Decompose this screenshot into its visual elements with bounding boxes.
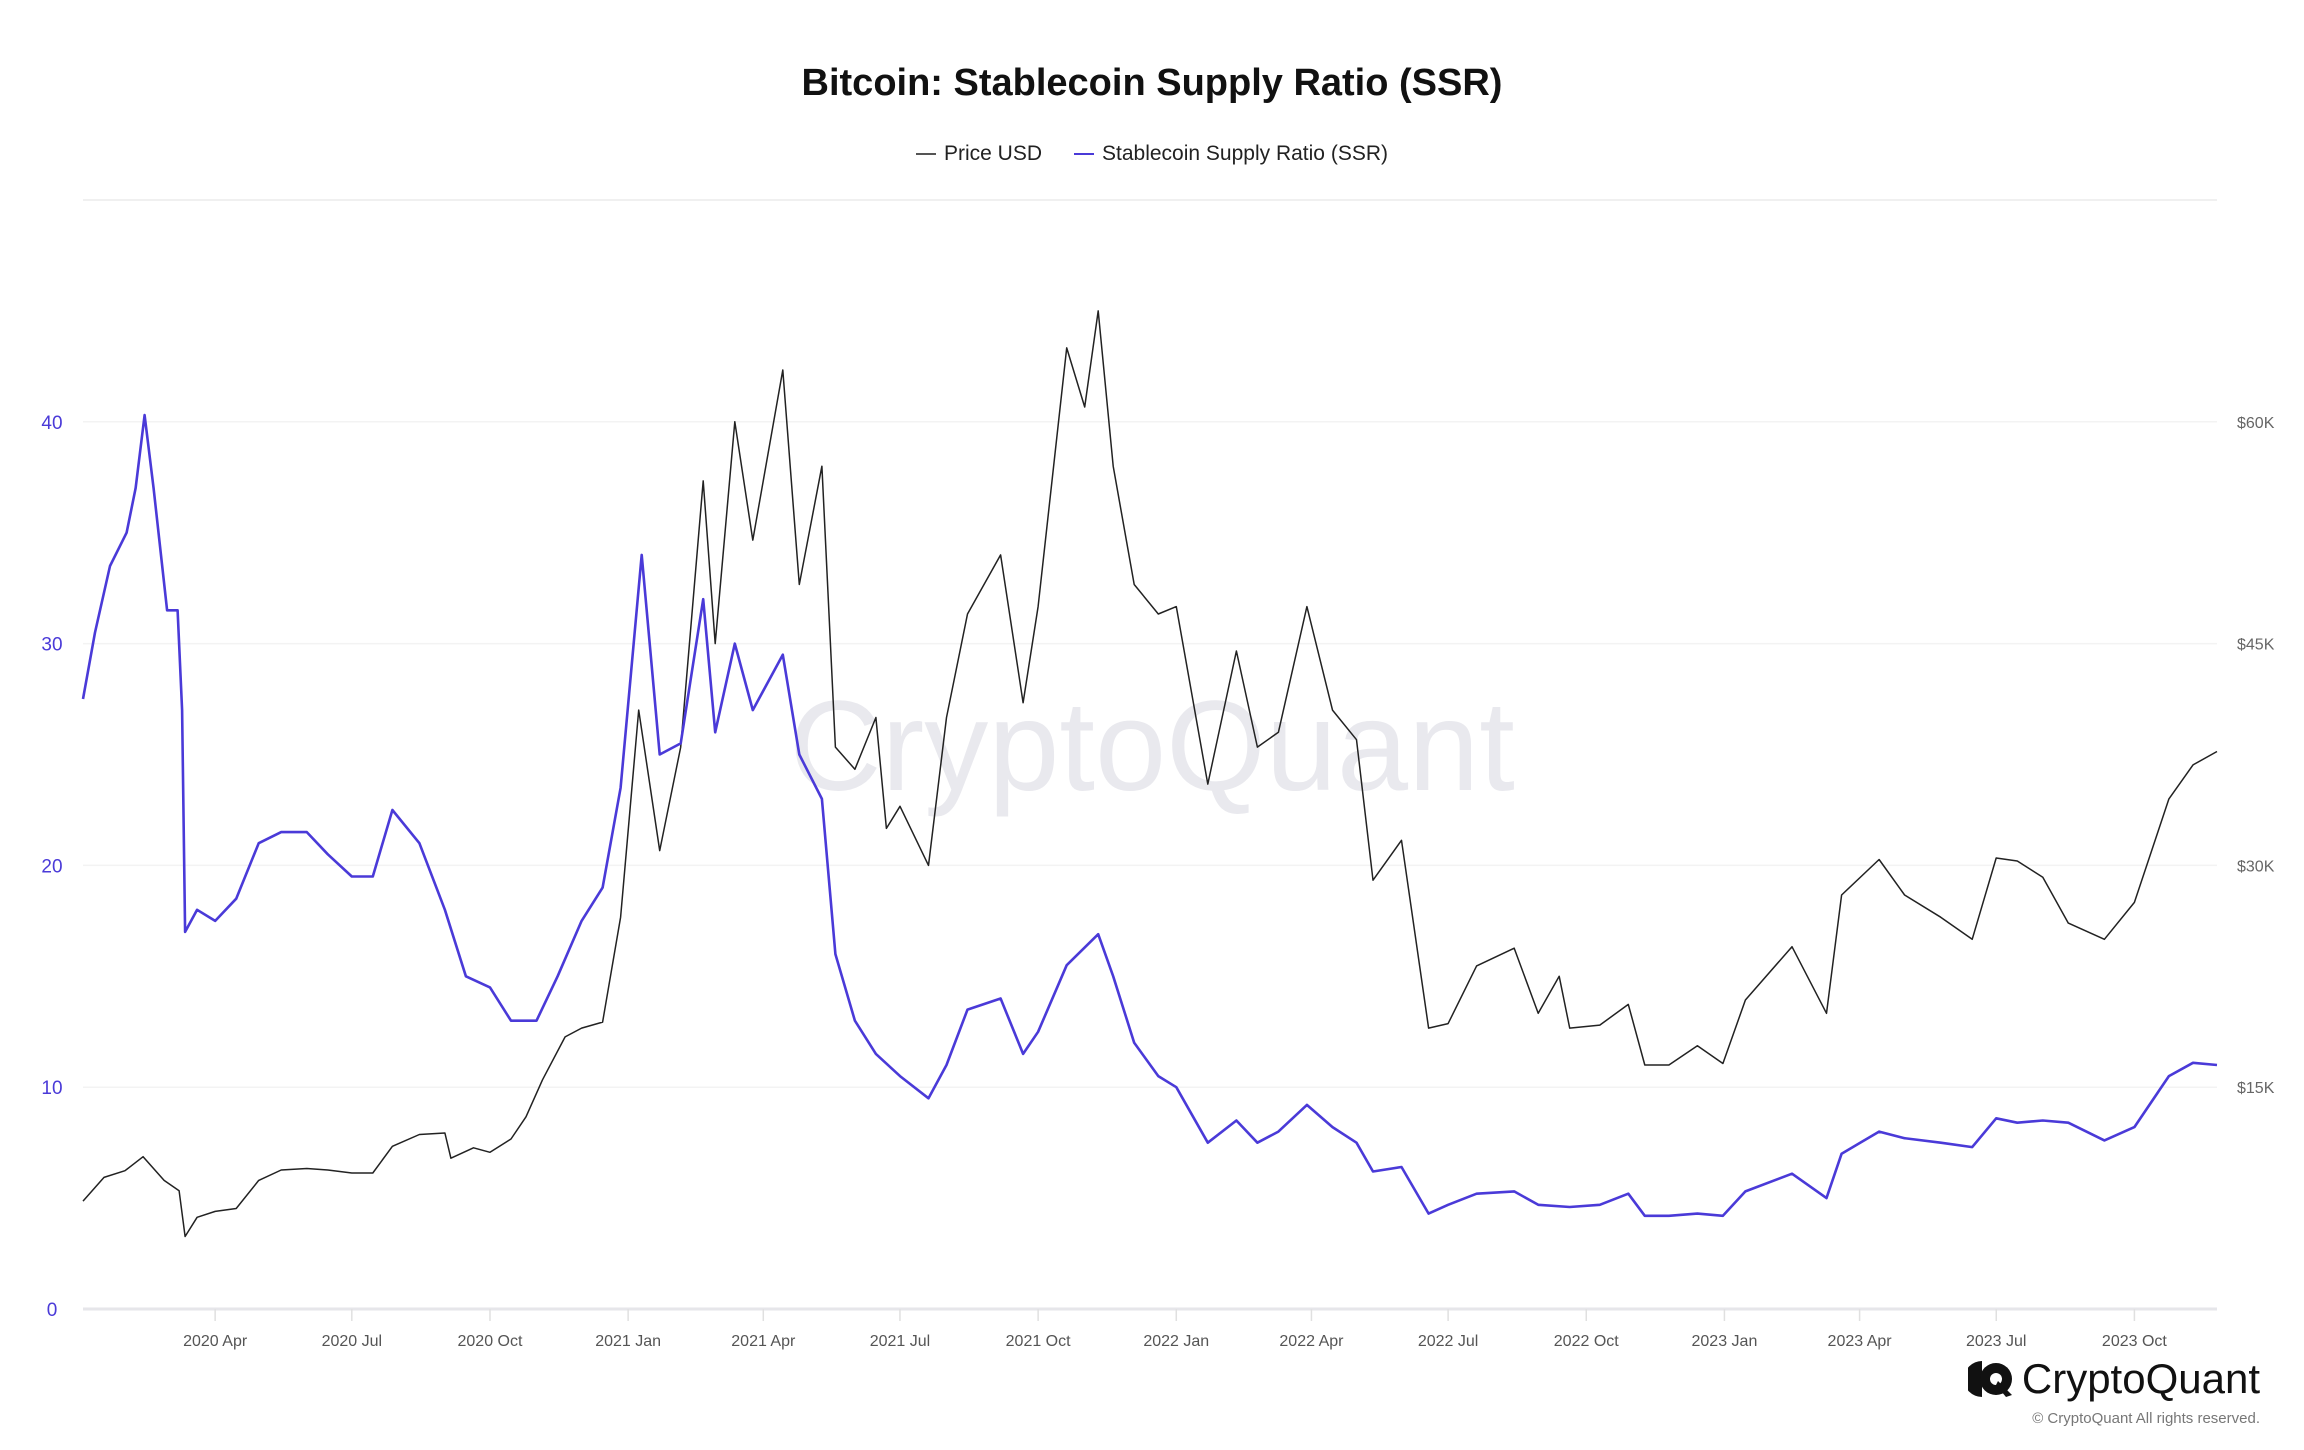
x-tick-label: 2020 Jul (322, 1333, 383, 1350)
chart-title: Bitcoin: Stablecoin Supply Ratio (SSR) (801, 62, 1503, 104)
legend-item-price[interactable]: Price USD (915, 142, 1043, 166)
ssr-line (81, 413, 2218, 1218)
brand-name: CryptoQuant (2021, 1355, 2260, 1402)
y-left-tick-label: 0 (47, 1300, 58, 1321)
y-left-tick-label: 30 (41, 635, 62, 656)
x-tick-label: 2022 Jan (1143, 1333, 1209, 1350)
y-right-tick-label: $15K (2237, 1080, 2275, 1097)
y-left-tick-label: 10 (41, 1078, 62, 1099)
y-left-tick-label: 40 (41, 413, 62, 434)
y-right-tick-label: $60K (2237, 415, 2275, 432)
legend-swatch-price (915, 153, 936, 155)
x-tick-label: 2023 Oct (2102, 1333, 2167, 1350)
brand-logo: CryptoQuant (1967, 1355, 2260, 1403)
copyright: © CryptoQuant All rights reserved. (2032, 1410, 2260, 1427)
cryptoquant-logo-icon (1967, 1361, 2012, 1397)
x-tick-label: 2020 Oct (458, 1333, 523, 1350)
y-left-tick-label: 20 (41, 856, 62, 877)
x-tick-label: 2023 Jul (1966, 1333, 2027, 1350)
y-right-tick-label: $45K (2237, 637, 2275, 654)
x-tick-label: 2023 Apr (1828, 1333, 1893, 1350)
x-tick-label: 2021 Jan (595, 1333, 661, 1350)
legend-label-price: Price USD (943, 142, 1043, 165)
x-tick-label: 2021 Oct (1006, 1333, 1071, 1350)
legend-label-ssr: Stablecoin Supply Ratio (SSR) (1102, 142, 1388, 165)
x-tick-label: 2023 Jan (1692, 1333, 1758, 1350)
x-tick-label: 2021 Apr (731, 1333, 796, 1350)
x-tick-label: 2022 Apr (1279, 1333, 1344, 1350)
x-tick-label: 2022 Oct (1554, 1333, 1619, 1350)
x-tick-label: 2022 Jul (1418, 1333, 1479, 1350)
price-usd-line (82, 310, 2218, 1238)
x-tick-label: 2021 Jul (870, 1333, 931, 1350)
y-right-tick-label: $30K (2237, 858, 2275, 875)
x-tick-label: 2020 Apr (183, 1333, 248, 1350)
legend-item-ssr[interactable]: Stablecoin Supply Ratio (SSR) (1074, 142, 1388, 166)
legend: Price USD Stablecoin Supply Ratio (SSR) (0, 142, 2304, 166)
watermark: CryptoQuant (789, 675, 1515, 818)
legend-swatch-ssr (1074, 153, 1095, 155)
